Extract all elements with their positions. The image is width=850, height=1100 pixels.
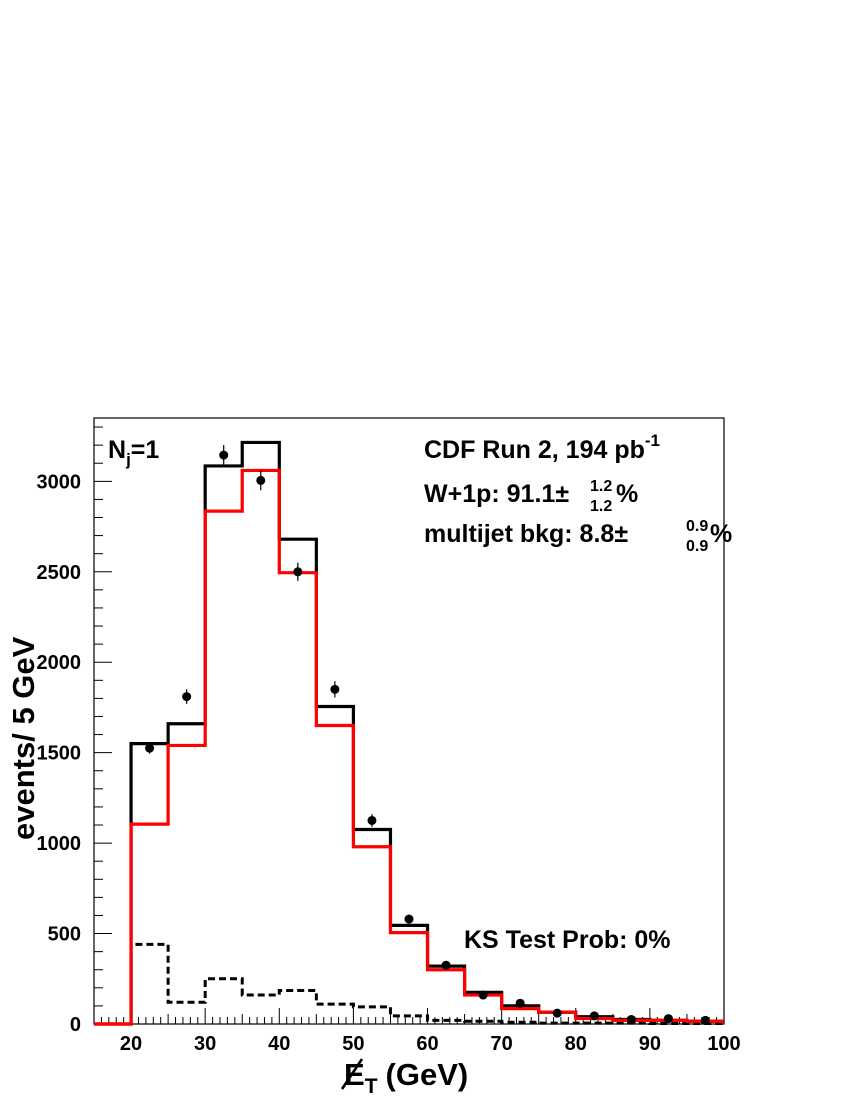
ks-label: KS Test Prob: 0% (464, 926, 671, 954)
data-point (404, 914, 414, 924)
data-point (330, 684, 340, 694)
svg-text:ET(GeV): ET (GeV) (344, 1057, 468, 1098)
data-point (256, 475, 266, 485)
x-tick-label: 40 (268, 1033, 290, 1055)
y-axis-title: events/ 5 GeV (6, 636, 41, 840)
y-tick-label: 3000 (37, 471, 82, 493)
run-label: CDF Run 2, 194 pb-1 (424, 431, 660, 464)
tick-labels: 20 30 40 50 60 70 80 90 100050010001500200025003… (37, 471, 741, 1055)
data-point (293, 567, 303, 577)
x-tick-label: 90 (639, 1033, 661, 1055)
x-tick-label: 70 (491, 1033, 513, 1055)
y-tick-label: 2000 (37, 652, 82, 674)
x-tick-label: 80 (565, 1033, 587, 1055)
series-dashed-step-line (94, 942, 724, 1026)
missing-et-slash (340, 1058, 364, 1090)
plot-frame (93, 417, 725, 1025)
w1p-down: 1.2 (590, 498, 612, 515)
data-point (145, 743, 155, 753)
x-tick-label: 30 (194, 1033, 216, 1055)
data-point (367, 815, 377, 825)
x-tick-label: 50 (342, 1033, 364, 1055)
data-point (182, 692, 192, 702)
w1p-up: 1.2 (590, 478, 612, 495)
x-axis-title-sub: T (365, 1075, 378, 1098)
data-point (700, 1015, 710, 1025)
multijet-label: multijet bkg: 8.8± (424, 520, 628, 548)
y-tick-label: 1000 (37, 833, 82, 855)
x-axis-title-unit: (GeV) (386, 1057, 469, 1092)
x-axis-title: ET (GeV) (340, 1057, 468, 1098)
nj-label: Nj=1 (108, 436, 159, 469)
multijet-down: 0.9 (686, 538, 708, 555)
x-axis-title-main: E (344, 1057, 365, 1092)
data-point (478, 990, 488, 1000)
data-point (441, 960, 451, 970)
histogram-series (94, 440, 724, 1026)
w1p-label: W+1p: 91.1± (424, 480, 569, 508)
data-point (626, 1014, 636, 1024)
y-tick-label: 0 (70, 1014, 81, 1036)
multijet-unit: % (710, 520, 732, 548)
y-tick-label: 1500 (37, 743, 82, 765)
multijet-up: 0.9 (686, 518, 708, 535)
data-point (589, 1011, 599, 1021)
y-tick-label: 2500 (37, 562, 82, 584)
series-red-step-line (94, 468, 724, 1026)
y-tick-label: 500 (48, 924, 81, 946)
data-point (552, 1008, 562, 1018)
x-tick-label: 100 (707, 1033, 740, 1055)
data-point (663, 1014, 673, 1024)
x-tick-label: 60 (416, 1033, 438, 1055)
data-points (145, 445, 710, 1025)
x-tick-label: 20 (120, 1033, 142, 1055)
w1p-unit: % (616, 480, 638, 508)
data-point (219, 450, 229, 460)
data-point (515, 998, 525, 1008)
